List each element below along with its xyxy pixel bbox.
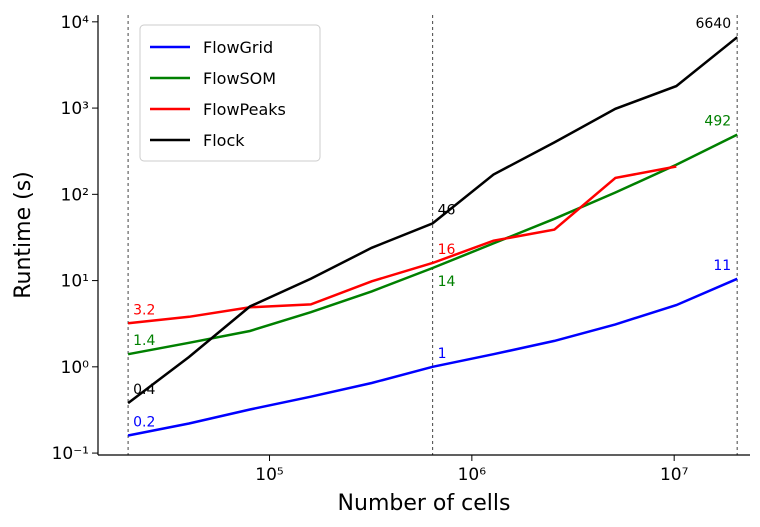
legend-label: FlowGrid bbox=[203, 38, 273, 57]
legend-box bbox=[139, 24, 321, 162]
data-label: 11 bbox=[713, 258, 731, 274]
y-tick-label: 10¹ bbox=[61, 272, 89, 292]
x-tick-label: 10⁵ bbox=[255, 465, 283, 485]
data-label: 6640 bbox=[696, 16, 732, 32]
data-label: 14 bbox=[438, 274, 456, 290]
y-tick-label: 10⁴ bbox=[61, 13, 90, 33]
x-axis-label: Number of cells bbox=[338, 491, 511, 516]
data-label: 3.2 bbox=[133, 302, 155, 318]
data-label: 0.4 bbox=[133, 382, 155, 398]
series-line bbox=[127, 133, 738, 356]
data-label: 492 bbox=[704, 114, 731, 130]
y-tick-label: 10² bbox=[61, 185, 89, 205]
series-line bbox=[127, 277, 738, 437]
data-label: 1 bbox=[438, 346, 447, 362]
x-tick-label: 10⁷ bbox=[660, 465, 689, 485]
y-tick-label: 10⁰ bbox=[61, 358, 90, 378]
legend-label: Flock bbox=[203, 131, 245, 150]
data-label: 46 bbox=[438, 202, 456, 218]
data-label: 0.2 bbox=[133, 414, 155, 430]
x-tick-label: 10⁶ bbox=[458, 465, 487, 485]
y-tick-label: 10³ bbox=[61, 99, 89, 119]
series-line bbox=[127, 36, 738, 405]
y-tick-label: 10⁻¹ bbox=[52, 444, 89, 464]
series-line bbox=[127, 165, 677, 325]
data-label: 1.4 bbox=[133, 333, 155, 349]
legend-label: FlowPeaks bbox=[203, 100, 286, 119]
legend-label: FlowSOM bbox=[203, 69, 276, 88]
data-label: 16 bbox=[438, 242, 456, 258]
y-axis-label: Runtime (s) bbox=[11, 171, 36, 299]
